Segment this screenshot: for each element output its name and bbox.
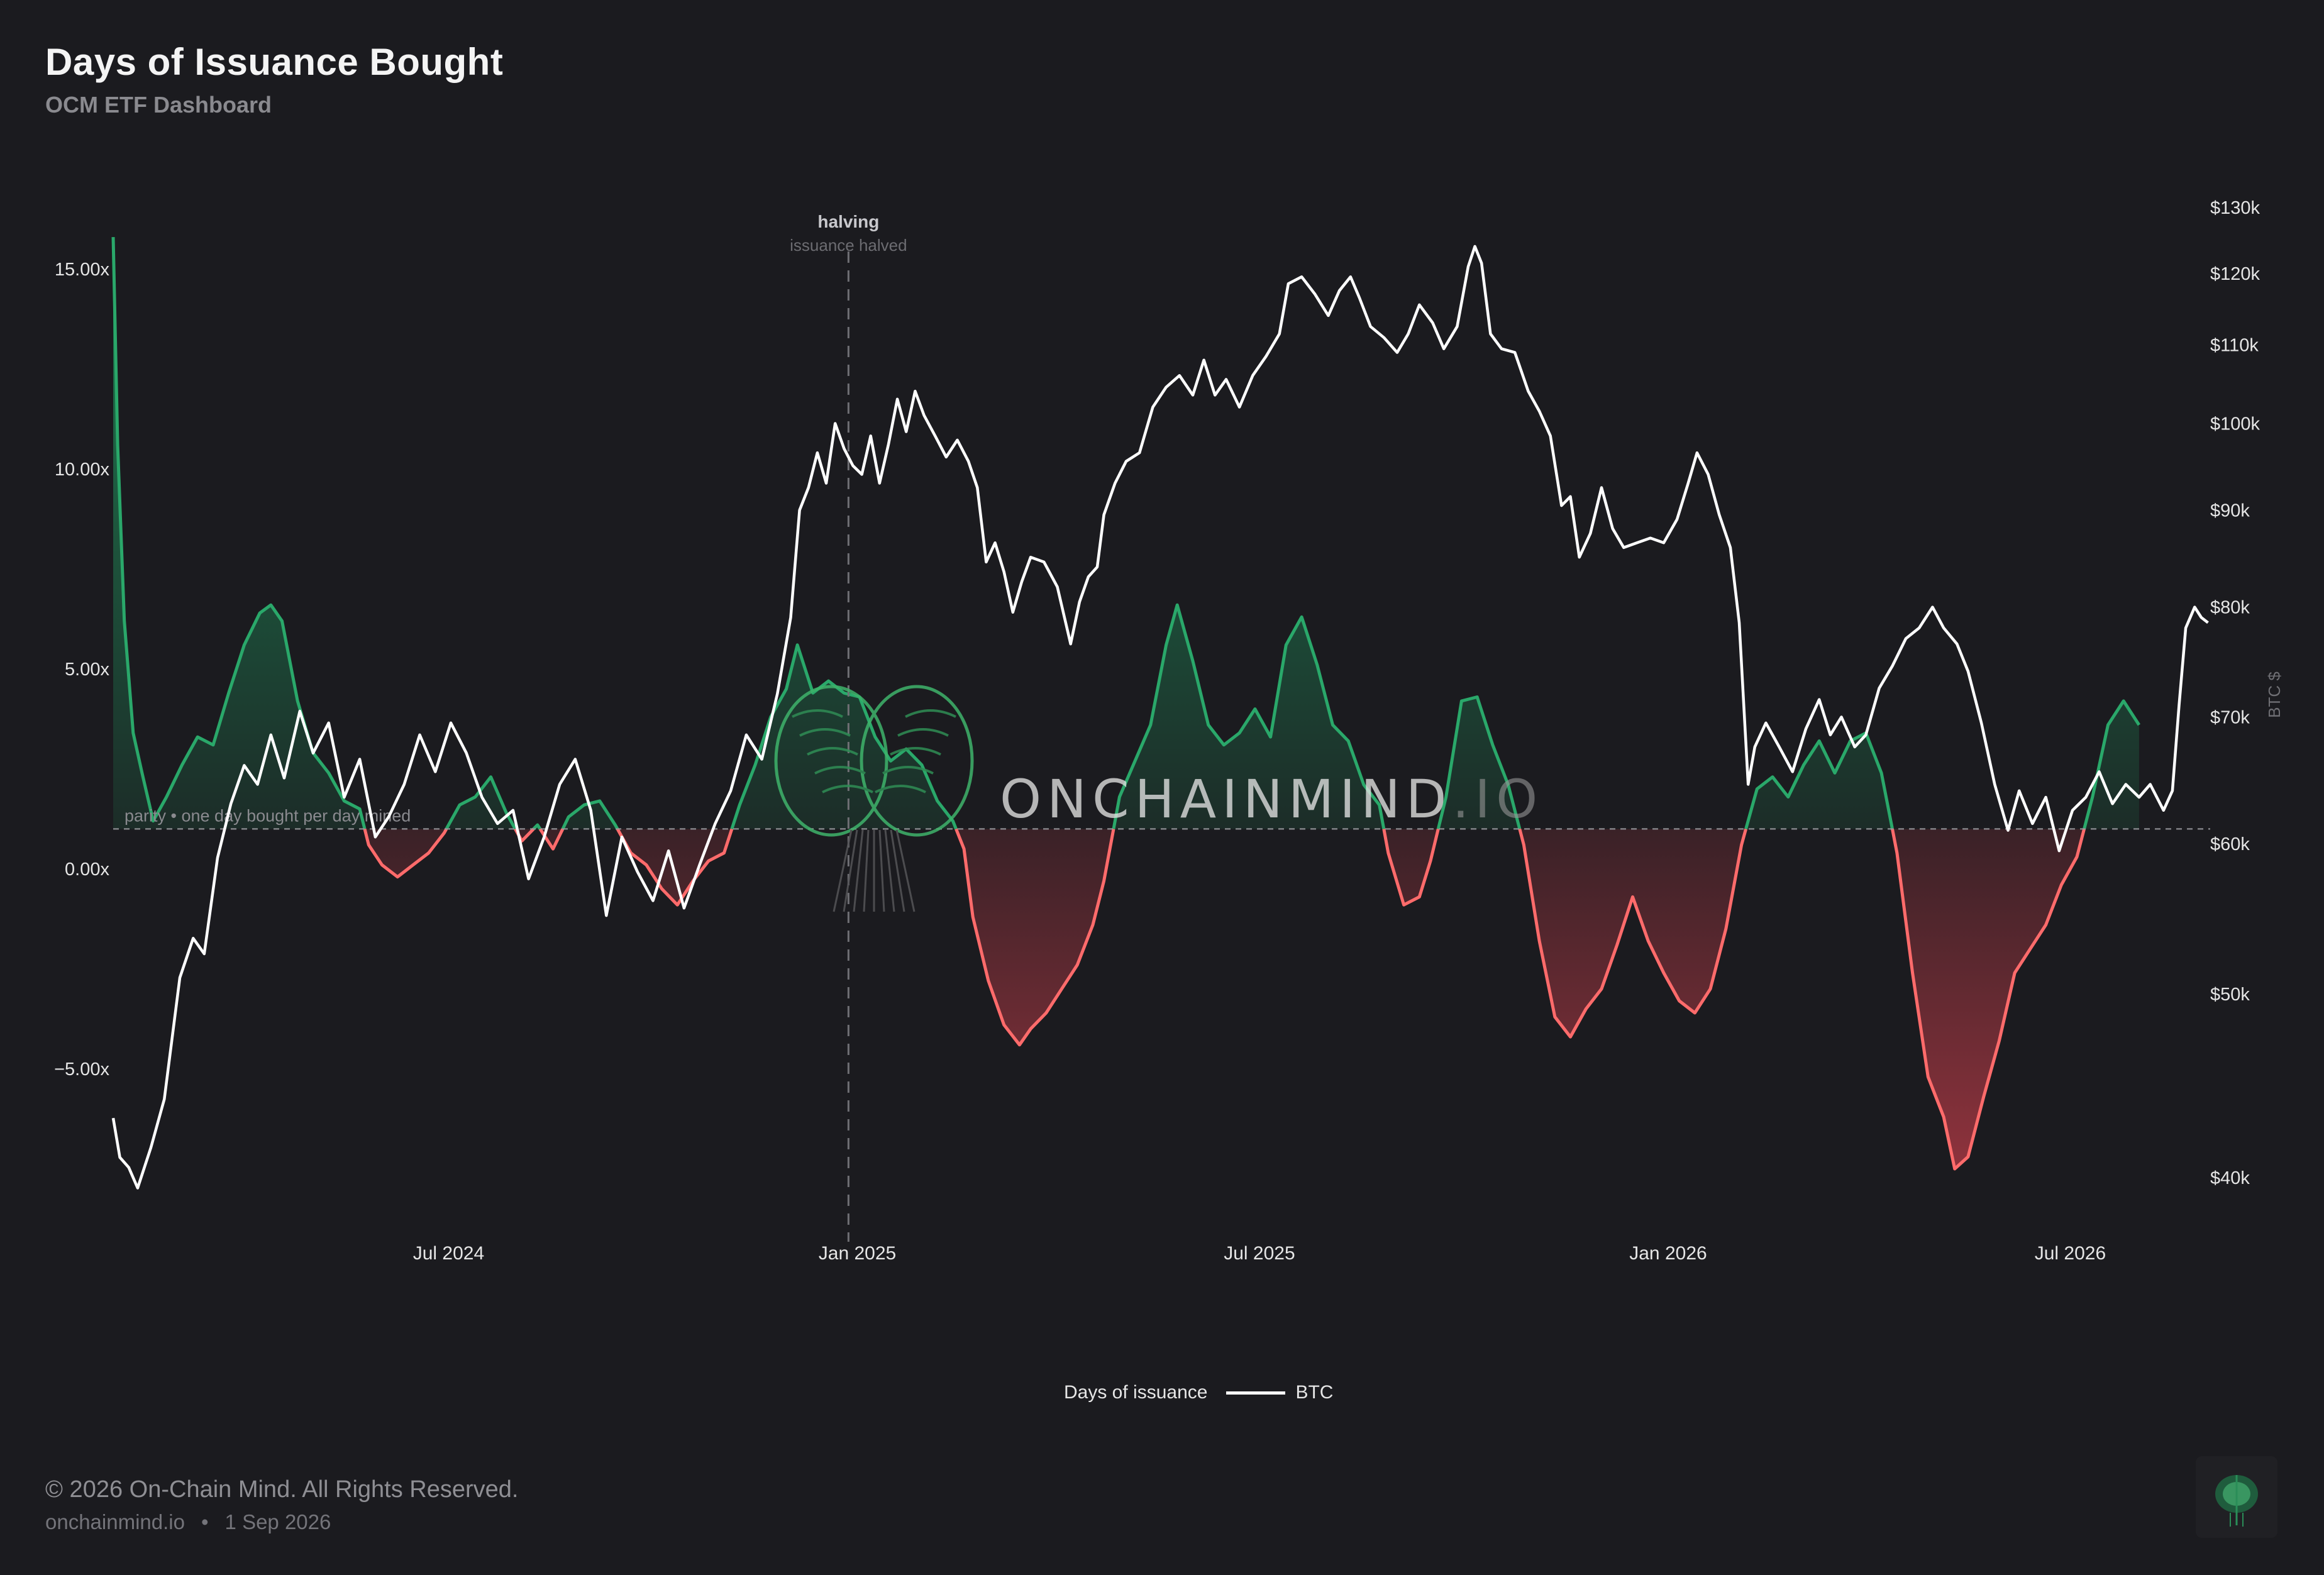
- brain-right-lobe: [860, 685, 974, 837]
- right-tick-label: $130k: [2210, 198, 2260, 218]
- left-tick-label: 15.00x: [55, 260, 110, 280]
- negative-line: [363, 828, 448, 879]
- right-tick-label: $90k: [2210, 500, 2250, 521]
- positive-line: [561, 799, 619, 830]
- brain-fold: [905, 709, 956, 718]
- x-tick-label: Jan 2025: [819, 1243, 896, 1264]
- right-tick-label: $70k: [2210, 707, 2250, 727]
- x-tick-label: Jul 2026: [2035, 1243, 2106, 1264]
- positive-area: [2084, 700, 2139, 829]
- btc-series: [111, 245, 2209, 1190]
- legend-label-days: Days of issuance: [1064, 1382, 1208, 1403]
- negative-line: [616, 828, 734, 907]
- negative-area: [617, 829, 732, 905]
- negative-area: [1519, 829, 1746, 1037]
- footer-copyright: © 2026 On-Chain Mind. All Rights Reserve…: [45, 1476, 519, 1503]
- brain-circuit-trace: [878, 829, 885, 912]
- positive-area: [1114, 605, 1384, 829]
- brain-fold: [875, 785, 926, 793]
- legend-item-days[interactable]: Days of issuance: [1064, 1382, 1207, 1403]
- x-axis: Jul 2024 Jan 2025 Jul 2025 Jan 2026 Jul 2026: [413, 1243, 2106, 1264]
- positive-area: [1438, 697, 1520, 829]
- negative-area: [1383, 829, 1439, 905]
- x-tick-label: Jan 2026: [1629, 1243, 1707, 1264]
- x-tick-label: Jul 2024: [413, 1243, 484, 1264]
- brain-fold: [882, 766, 934, 775]
- right-tick-label: $120k: [2210, 264, 2260, 284]
- negative-line: [1518, 828, 1748, 1039]
- positive-area: [1746, 732, 1893, 829]
- brain-fold: [792, 709, 843, 718]
- footer-date: 1 Sep 2026: [224, 1510, 331, 1534]
- brain-circuit-trace: [843, 829, 858, 912]
- halving-annotation: halving issuance halved: [790, 212, 907, 1242]
- negative-area: [365, 829, 446, 877]
- footer-site[interactable]: onchainmind.io: [45, 1510, 185, 1534]
- left-axis: 15.00x 10.00x 5.00x 0.00x −5.00x: [54, 260, 109, 1080]
- brain-fold: [814, 766, 866, 775]
- legend-label-btc: BTC: [1295, 1382, 1334, 1403]
- footer-meta: onchainmind.io • 1 Sep 2026: [45, 1510, 331, 1534]
- btc-line: [111, 245, 2209, 1190]
- positive-line: [730, 643, 958, 830]
- left-tick-label: 5.00x: [65, 660, 109, 680]
- positive-line: [2083, 699, 2140, 830]
- right-axis: $130k $120k $110k $100k $90k $80k $70k $60k $50k…: [2210, 198, 2260, 1188]
- positive-area: [446, 776, 516, 829]
- parity-reference-line: parity • one day bought per day mined: [113, 806, 2210, 830]
- left-tick-label: −5.00x: [54, 1059, 109, 1080]
- positive-line: [1744, 731, 1894, 830]
- brain-fold: [897, 728, 949, 737]
- right-tick-label: $100k: [2210, 414, 2260, 434]
- brain-circuit-trace: [895, 829, 916, 912]
- chart-subtitle: OCM ETF Dashboard: [45, 92, 272, 118]
- brain-circuit-trace: [833, 829, 853, 912]
- right-axis-title: BTC $: [2265, 671, 2284, 718]
- brain-circuit-trace: [884, 829, 895, 912]
- legend-item-btc[interactable]: BTC: [1226, 1382, 1333, 1403]
- positive-area: [113, 237, 365, 829]
- parity-label: parity • one day bought per day mined: [124, 806, 411, 825]
- negative-area: [1892, 829, 2084, 1169]
- corner-logo-icon: [2196, 1456, 2277, 1538]
- legend-swatch-btc: [1226, 1391, 1286, 1395]
- watermark-brand: ONCHAINMIND.IO: [1000, 768, 1544, 830]
- brain-circuit-trace: [863, 829, 870, 912]
- left-tick-label: 10.00x: [55, 460, 110, 480]
- days-of-issuance-series: [111, 237, 2140, 1171]
- brain-circuit-trace: [853, 829, 864, 912]
- footer-separator: •: [201, 1510, 209, 1534]
- left-tick-label: 0.00x: [65, 859, 109, 880]
- brain-fold: [799, 728, 851, 737]
- negative-line: [954, 828, 1115, 1047]
- positive-line: [1112, 603, 1386, 829]
- positive-line: [111, 237, 367, 830]
- halving-sublabel: issuance halved: [790, 236, 907, 255]
- negative-line: [1382, 828, 1440, 907]
- brain-circuit-trace: [890, 829, 905, 912]
- negative-line: [1891, 828, 2086, 1171]
- brain-fold: [822, 785, 873, 793]
- brain-fold: [807, 747, 858, 756]
- x-tick-label: Jul 2025: [1224, 1243, 1295, 1264]
- right-tick-label: $110k: [2210, 336, 2259, 356]
- right-tick-label: $80k: [2210, 598, 2250, 618]
- right-tick-label: $40k: [2210, 1168, 2250, 1188]
- brain-circuit-icon: [774, 685, 974, 912]
- positive-line: [1436, 695, 1522, 830]
- brain-fold: [890, 747, 941, 756]
- chart-title: Days of Issuance Bought: [45, 41, 504, 83]
- brain-left-lobe: [774, 685, 888, 837]
- halving-label: halving: [817, 212, 879, 231]
- negative-area: [956, 829, 1114, 1045]
- right-tick-label: $60k: [2210, 834, 2250, 854]
- legend: Days of issuance BTC: [1064, 1382, 1333, 1403]
- positive-area: [731, 644, 956, 829]
- positive-line: [532, 823, 542, 831]
- right-tick-label: $50k: [2210, 985, 2250, 1005]
